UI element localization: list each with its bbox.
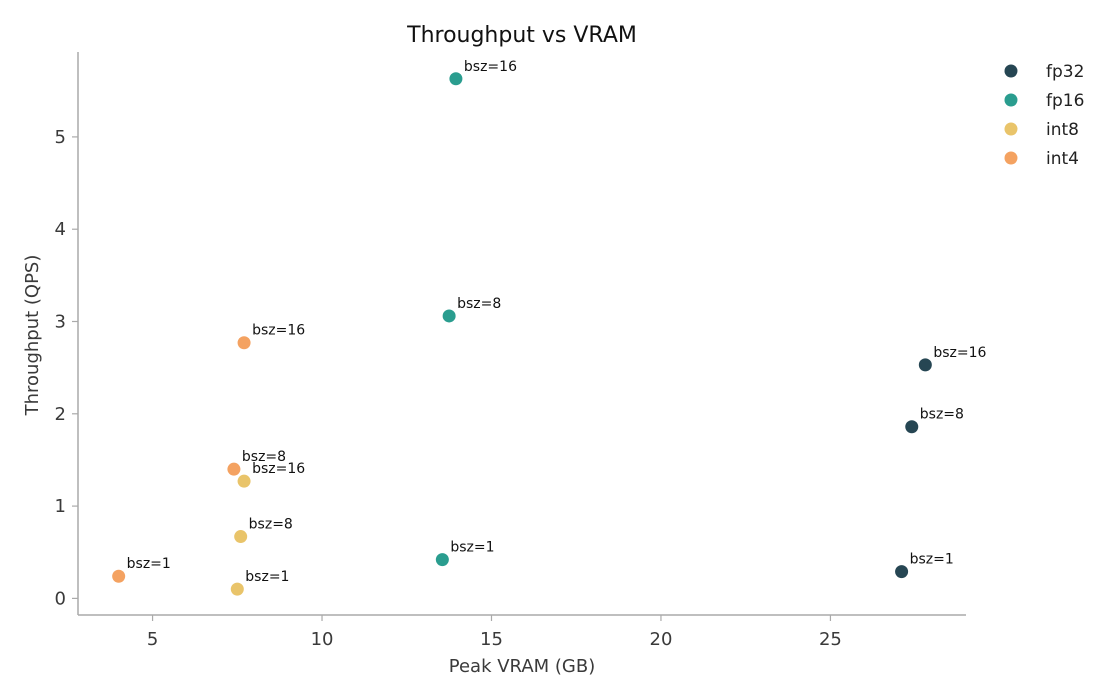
x-axis-label: Peak VRAM (GB) [449,656,595,677]
x-tick-label: 20 [650,629,673,650]
point-label: bsz=16 [252,461,305,477]
series-fp16: bsz=1 bsz=8 bsz=16 [435,59,517,567]
point-label: bsz=1 [127,556,171,572]
x-tick-label: 5 [147,629,158,650]
data-point [227,462,241,476]
point-label: bsz=8 [242,449,286,465]
data-point [442,309,456,323]
chart-title: Throughput vs VRAM [406,23,637,48]
data-point [905,420,919,434]
point-label: bsz=1 [245,569,289,585]
y-tick-label: 4 [55,219,66,240]
data-point [895,565,909,579]
legend-label: fp32 [1046,62,1084,82]
legend-label: int8 [1046,120,1079,140]
point-label: bsz=8 [249,517,293,533]
y-axis-label: Throughput (QPS) [22,255,43,417]
legend-marker [1004,93,1018,107]
point-label: bsz=8 [457,296,501,312]
point-label: bsz=16 [933,345,986,361]
data-point [237,474,251,488]
data-point [237,336,251,350]
point-label: bsz=16 [252,323,305,339]
series-fp32: bsz=1 bsz=8 bsz=16 [895,345,986,579]
legend-label: fp16 [1046,91,1084,111]
x-tick-label: 15 [480,629,503,650]
legend-label: int4 [1046,149,1079,169]
x-tick-label: 25 [819,629,842,650]
y-tick-label: 3 [55,312,66,333]
legend-marker [1004,151,1018,165]
legend: fp32 fp16 int8 int4 [1004,62,1084,169]
data-point [112,569,126,583]
data-point [234,530,248,544]
y-tick-label: 1 [55,496,66,517]
y-tick-label: 0 [55,588,66,609]
legend-marker [1004,122,1018,136]
y-tick-label: 2 [55,404,66,425]
data-point [449,72,463,86]
data-point [435,553,449,567]
data-point [230,582,244,596]
legend-marker [1004,64,1018,78]
series-int8: bsz=1 bsz=8 bsz=16 [230,461,305,596]
data-point [918,358,932,372]
point-label: bsz=8 [920,407,964,423]
x-tick-label: 10 [311,629,334,650]
point-label: bsz=1 [450,540,494,556]
data-points: bsz=1bsz=8bsz=16bsz=1bsz=8bsz=16bsz=1bsz… [112,59,986,596]
axes: 5 10 15 20 25 0 1 2 3 4 5 [55,52,966,650]
y-tick-label: 5 [55,127,66,148]
point-label: bsz=16 [464,59,517,75]
point-label: bsz=1 [910,552,954,568]
